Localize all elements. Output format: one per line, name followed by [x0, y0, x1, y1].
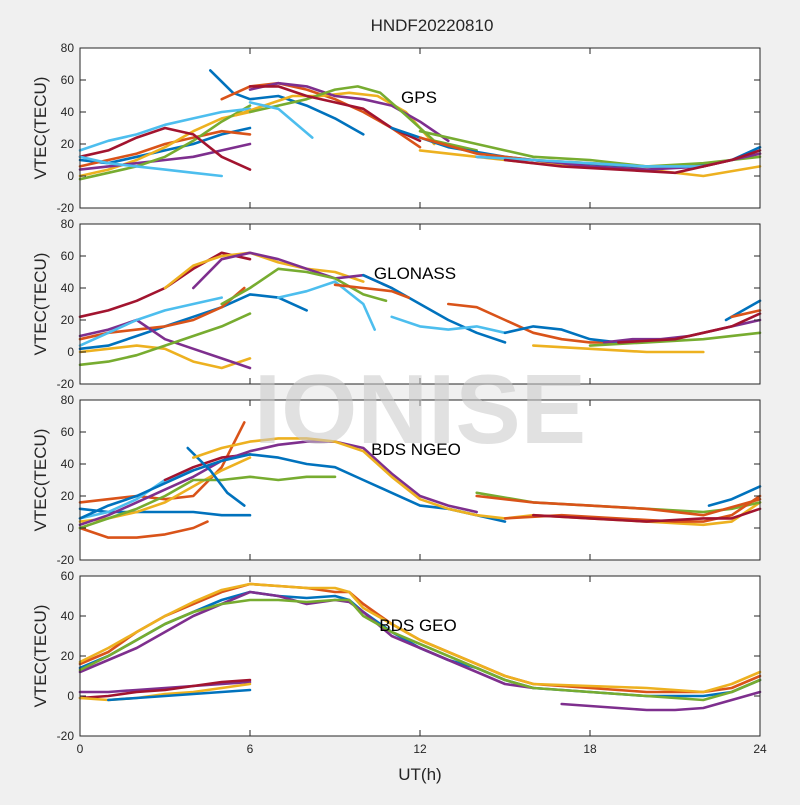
y-axis-label-glonass: VTEC(TECU) — [31, 253, 50, 356]
series-line-glonass-18 — [588, 331, 762, 347]
series-line-bds-ngeo-9 — [186, 446, 246, 507]
series-line-glonass-13 — [390, 315, 507, 335]
series-line-glonass-3 — [78, 318, 252, 370]
series-line-glonass-9 — [220, 267, 388, 306]
watermark: IONISE — [254, 354, 586, 464]
series-line-gps-20 — [475, 155, 705, 168]
series-line-gps-7 — [78, 155, 223, 178]
series-line-glonass-4 — [78, 312, 252, 367]
x-tick-label: 6 — [247, 742, 254, 756]
series-line-gps-3 — [78, 142, 252, 171]
y-tick-label-bds-geo: 40 — [61, 609, 75, 623]
series-line-glonass-19 — [616, 312, 762, 344]
series-line-glonass-16 — [531, 344, 705, 354]
series-line-glonass-15 — [503, 325, 620, 344]
y-tick-label-bds-geo: 0 — [67, 689, 74, 703]
x-tick-label: 0 — [77, 742, 84, 756]
y-tick-label-bds-ngeo: -20 — [57, 553, 75, 567]
series-line-bds-ngeo-15 — [707, 485, 762, 507]
series-line-gps-11 — [248, 81, 450, 143]
y-tick-label-bds-geo: 60 — [61, 569, 75, 583]
series-line-bds-ngeo-8 — [78, 453, 507, 523]
y-tick-label-glonass: 60 — [61, 249, 75, 263]
series-line-gps-1 — [78, 129, 252, 168]
y-tick-label-gps: 60 — [61, 73, 75, 87]
y-axis-label-gps: VTEC(TECU) — [31, 77, 50, 180]
series-line-bds-geo-9 — [107, 688, 252, 702]
series-line-bds-ngeo-2 — [78, 421, 246, 504]
axes-gps: -20 0 20 40 60 80 VTEC(TECU) GPS — [31, 41, 762, 215]
series-line-glonass-12 — [333, 283, 411, 299]
axes-bds-ngeo: -20 0 20 40 60 80 VTEC(TECU) BDS NGEO — [31, 393, 762, 567]
series-line-bds-ngeo-14 — [531, 507, 762, 523]
y-tick-label-bds-ngeo: 40 — [61, 457, 75, 471]
y-tick-label-glonass: 40 — [61, 281, 75, 295]
series-line-gps-21 — [503, 149, 762, 175]
panel-title-gps: GPS — [401, 88, 437, 107]
y-tick-label-gps: 20 — [61, 137, 75, 151]
x-axis-label: UT(h) — [398, 765, 441, 784]
x-tick-label: 12 — [413, 742, 427, 756]
axes-glonass: -20 0 20 40 60 80 VTEC(TECU) GLONASS — [31, 217, 762, 391]
y-tick-label-bds-geo: -20 — [57, 729, 75, 743]
panel-title-glonass: GLONASS — [374, 264, 456, 283]
series-line-bds-ngeo-7 — [78, 440, 479, 527]
figure-title: HNDF20220810 — [371, 16, 494, 35]
series-line-gps-6 — [78, 126, 252, 171]
x-tick-label: 24 — [753, 742, 767, 756]
series-line-glonass-5 — [78, 296, 223, 347]
series-line-glonass-2 — [78, 344, 252, 370]
series-line-bds-geo-6 — [78, 680, 252, 694]
x-tick-label: 18 — [583, 742, 597, 756]
y-axis-label-bds-geo: VTEC(TECU) — [31, 605, 50, 708]
y-axis-label-bds-ngeo: VTEC(TECU) — [31, 429, 50, 532]
y-tick-label-bds-ngeo: 80 — [61, 393, 75, 407]
series-line-gps-5 — [78, 107, 252, 152]
y-tick-label-gps: 0 — [67, 169, 74, 183]
series-line-glonass-21 — [730, 309, 762, 319]
series-line-glonass-14 — [446, 302, 620, 344]
series-line-glonass-11 — [361, 273, 507, 344]
series-line-bds-ngeo-1 — [78, 520, 209, 539]
series-line-bds-ngeo-13 — [503, 494, 762, 523]
panel-title-bds-geo: BDS GEO — [379, 616, 456, 635]
series-line-glonass-10 — [276, 280, 377, 331]
series-line-bds-ngeo-4 — [78, 475, 337, 530]
y-tick-label-gps: 80 — [61, 41, 75, 55]
y-tick-label-gps: 40 — [61, 105, 75, 119]
series-line-gps-2 — [78, 110, 252, 178]
series-line-glonass-7 — [163, 251, 365, 290]
series-line-gps-13 — [248, 101, 314, 139]
series-line-glonass-0 — [78, 293, 309, 351]
y-tick-label-bds-geo: 20 — [61, 649, 75, 663]
y-tick-label-glonass: 80 — [61, 217, 75, 231]
plot-area-bds-geo — [80, 576, 760, 736]
y-tick-label-gps: -20 — [57, 201, 75, 215]
series-line-bds-geo-2 — [78, 582, 762, 694]
panel-title-bds-ngeo: BDS NGEO — [371, 440, 461, 459]
series-line-bds-geo-7 — [78, 678, 252, 700]
y-tick-label-glonass: 0 — [67, 345, 74, 359]
y-tick-label-glonass: -20 — [57, 377, 75, 391]
y-tick-label-bds-ngeo: 60 — [61, 425, 75, 439]
y-tick-label-bds-ngeo: 0 — [67, 521, 74, 535]
y-tick-label-glonass: 20 — [61, 313, 75, 327]
series-line-bds-geo-4 — [78, 598, 762, 702]
series-line-gps-4 — [78, 104, 252, 181]
series-line-bds-geo-5 — [560, 690, 762, 712]
series-line-glonass-8 — [192, 251, 394, 290]
series-line-bds-ngeo-12 — [475, 494, 762, 517]
y-tick-label-bds-ngeo: 20 — [61, 489, 75, 503]
